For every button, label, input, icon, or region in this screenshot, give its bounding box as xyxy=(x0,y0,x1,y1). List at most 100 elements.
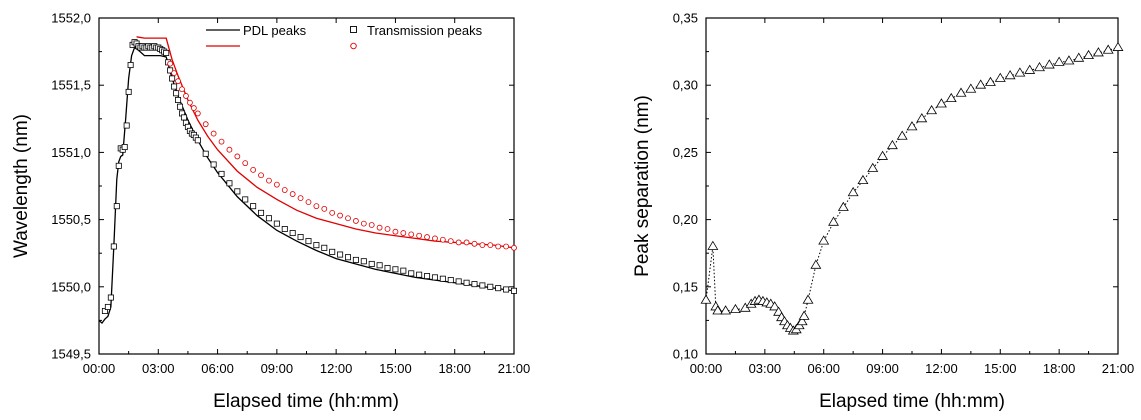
data-point-circle xyxy=(337,212,343,219)
data-point-triangle xyxy=(857,174,869,185)
series-layer xyxy=(98,36,517,325)
data-point-circle xyxy=(503,243,509,250)
data-point-triangle xyxy=(769,301,781,311)
y-tick-label: 0,10 xyxy=(673,347,698,362)
x-tick-label: 06:00 xyxy=(807,361,840,376)
data-point-square xyxy=(265,215,272,222)
data-point-triangle xyxy=(985,76,996,86)
data-point-circle xyxy=(321,205,328,212)
data-point-triangle xyxy=(906,121,918,131)
data-point-circle xyxy=(210,130,217,137)
data-point-square xyxy=(329,248,336,255)
data-point-square xyxy=(337,251,344,258)
data-point-square xyxy=(258,209,265,216)
data-point-triangle xyxy=(1112,41,1124,51)
y-tick-label: 1550,0 xyxy=(51,279,91,294)
x-tick-label: 00:00 xyxy=(83,361,116,376)
data-point-triangle xyxy=(975,79,987,89)
data-point-circle xyxy=(266,177,272,184)
data-point-circle xyxy=(218,138,225,145)
data-point-circle xyxy=(511,244,517,251)
data-point-circle xyxy=(345,215,351,222)
axis-ticks: 00:00 03:00 06:00 09:00 12:00 15:00 18:00 21:00… xyxy=(673,11,1135,377)
legend: PDL peaks Transmission peaks xyxy=(206,23,483,50)
data-point-triangle xyxy=(935,98,947,108)
data-point-square xyxy=(121,144,128,151)
axis-ticks: 00:00 03:00 06:00 09:00 12:00 15:00 18:00 21:00… xyxy=(51,11,530,377)
legend-transmission-black-square xyxy=(350,26,357,33)
data-point-square xyxy=(113,203,120,210)
data-point-triangle xyxy=(796,315,808,326)
data-point-circle xyxy=(360,220,367,227)
data-point-square xyxy=(171,83,178,90)
data-point-square xyxy=(360,258,367,265)
data-point-square xyxy=(344,254,351,261)
data-point-circle xyxy=(194,110,201,117)
data-point-triangle xyxy=(1034,61,1045,72)
data-point-triangle xyxy=(994,72,1006,82)
legend-transmission-red-circle xyxy=(350,42,357,50)
legend-transmission-label: Transmission peaks xyxy=(367,23,483,38)
data-point-triangle xyxy=(1092,47,1104,57)
data-point-circle xyxy=(495,243,502,250)
y-tick-label: 0,25 xyxy=(673,145,698,160)
data-point-square xyxy=(289,230,296,237)
data-point-triangle xyxy=(1102,44,1114,54)
data-point-square xyxy=(202,150,209,157)
data-point-triangle xyxy=(965,83,977,93)
data-point-square xyxy=(123,122,130,129)
data-point-triangle xyxy=(877,150,889,160)
x-tick-label: 09:00 xyxy=(866,361,899,376)
data-point-square xyxy=(127,62,134,69)
data-point-square xyxy=(416,271,423,278)
data-point-square xyxy=(503,286,510,293)
data-point-circle xyxy=(376,224,383,231)
data-point-circle xyxy=(424,234,430,240)
data-point-triangle xyxy=(867,162,879,172)
data-point-triangle xyxy=(720,305,732,315)
data-point-circle xyxy=(432,235,438,242)
data-point-circle xyxy=(297,195,304,201)
x-tick-label: 21:00 xyxy=(498,361,531,376)
data-point-circle xyxy=(289,191,296,197)
y-axis-title: Peak separation (nm) xyxy=(632,95,653,277)
data-point-square xyxy=(242,196,249,203)
data-point-circle xyxy=(392,228,399,235)
x-axis-title: Elapsed time (hh:mm) xyxy=(213,391,399,412)
data-point-circle xyxy=(487,242,494,249)
peak-separation-chart: 00:00 03:00 06:00 09:00 12:00 15:00 18:00 21:00… xyxy=(632,11,1134,413)
data-point-triangle xyxy=(798,310,810,320)
data-point-triangle xyxy=(955,87,967,97)
y-tick-label: 0,20 xyxy=(673,212,698,227)
data-point-circle xyxy=(179,86,185,93)
data-point-circle xyxy=(305,199,312,206)
data-point-square xyxy=(297,234,304,241)
data-point-circle xyxy=(353,218,359,224)
data-point-square xyxy=(173,90,180,97)
series-layer xyxy=(700,41,1124,335)
data-point-square xyxy=(479,282,486,289)
data-point-square xyxy=(447,277,454,284)
data-point-circle xyxy=(234,153,241,160)
data-point-triangle xyxy=(802,294,814,304)
data-point-circle xyxy=(408,231,415,238)
data-point-circle xyxy=(190,105,197,111)
data-point-circle xyxy=(175,78,181,85)
x-tick-label: 09:00 xyxy=(261,361,294,376)
data-point-circle xyxy=(273,181,280,188)
data-point-circle xyxy=(171,70,177,77)
data-point-circle xyxy=(384,226,391,232)
data-point-triangle xyxy=(1014,67,1026,77)
data-point-circle xyxy=(463,239,470,246)
data-point-square xyxy=(392,266,399,273)
data-point-circle xyxy=(258,172,264,179)
data-point-triangle xyxy=(712,305,724,315)
data-point-triangle xyxy=(700,294,712,304)
y-tick-label: 1549,5 xyxy=(51,347,91,362)
y-axis-title: Wavelength (nm) xyxy=(11,114,32,258)
data-point-square xyxy=(210,161,217,168)
y-tick-label: 1551,5 xyxy=(51,78,91,93)
data-point-circle xyxy=(226,146,233,153)
data-point-square xyxy=(376,262,383,269)
data-point-square xyxy=(321,244,328,251)
